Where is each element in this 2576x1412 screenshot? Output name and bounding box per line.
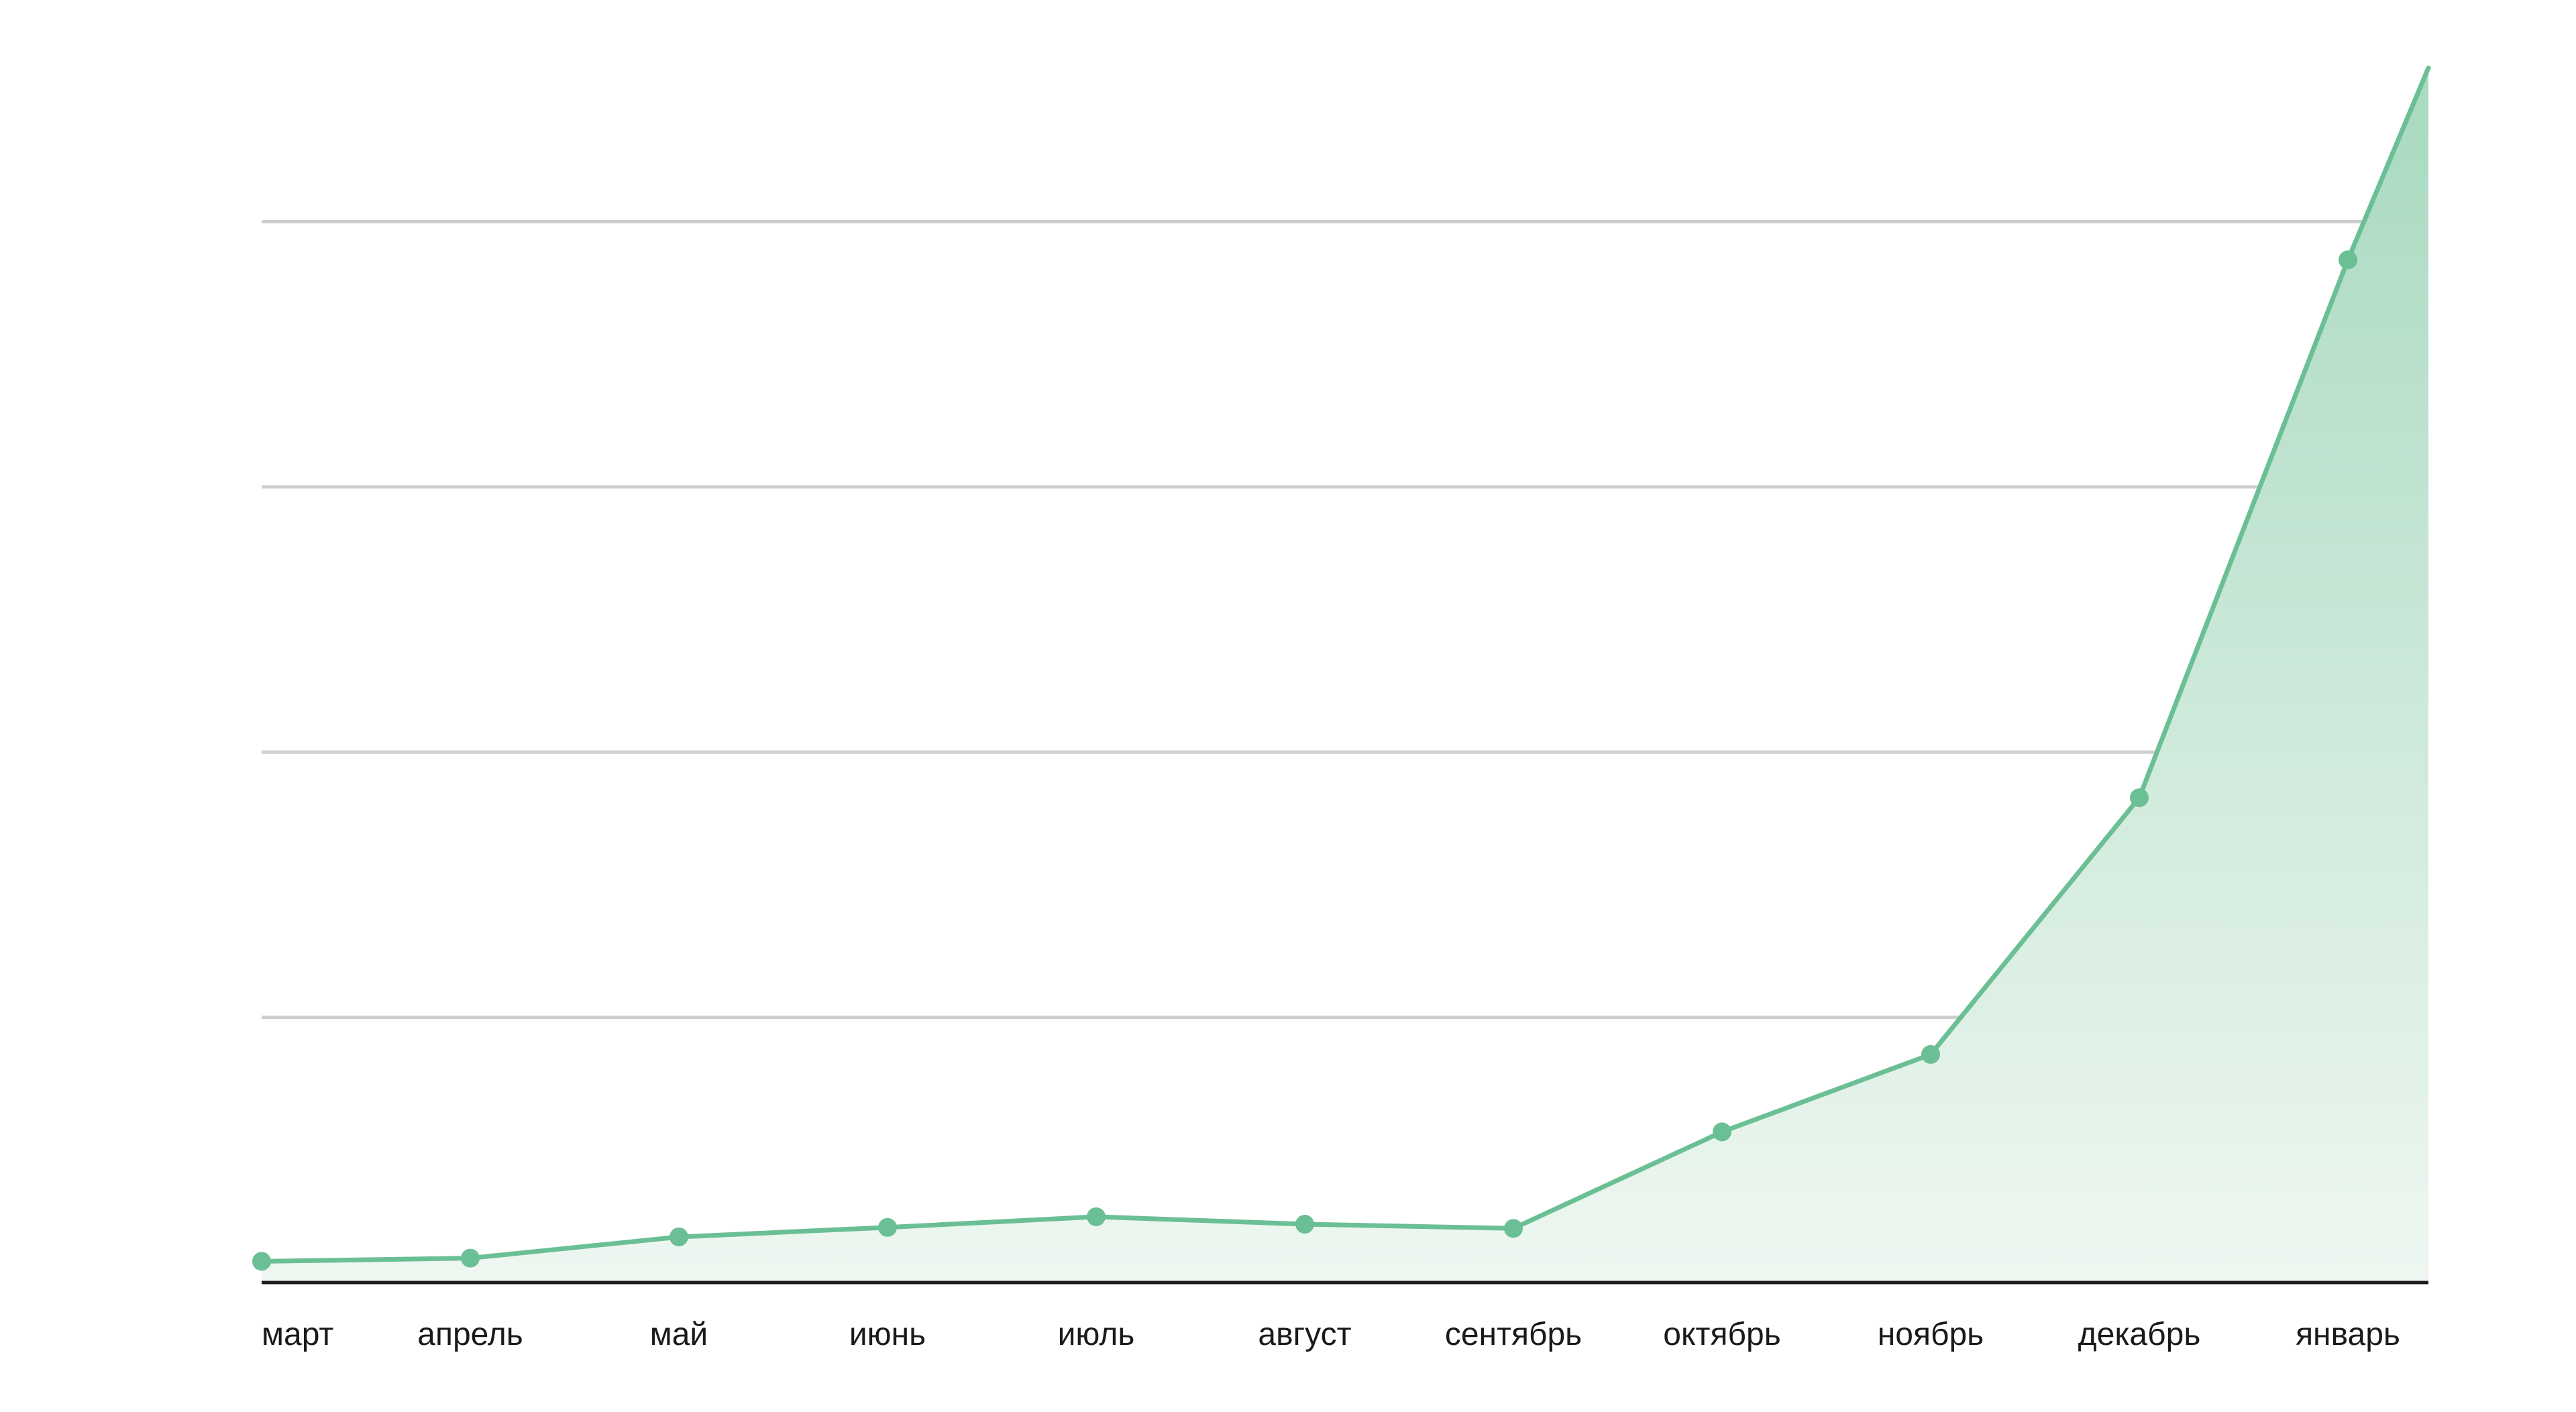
x-tick-label-6: сентябрь — [1445, 1317, 1582, 1352]
data-point-0 — [252, 1252, 271, 1271]
data-point-7 — [1713, 1122, 1731, 1142]
data-point-5 — [1295, 1215, 1314, 1234]
x-tick-labels: март апрель май июнь июль август сентябрь октяб… — [262, 1317, 2400, 1352]
data-point-1 — [461, 1248, 480, 1268]
x-tick-label-10: январь — [2296, 1317, 2400, 1352]
x-tick-label-1: апрель — [417, 1317, 523, 1352]
x-tick-label-2: май — [650, 1317, 708, 1352]
data-point-6 — [1504, 1219, 1523, 1238]
data-point-4 — [1087, 1207, 1106, 1226]
x-tick-label-9: декабрь — [2078, 1317, 2201, 1352]
x-tick-label-5: август — [1258, 1317, 1351, 1352]
x-tick-label-0: март — [262, 1317, 333, 1352]
x-tick-label-4: июль — [1058, 1317, 1135, 1352]
data-point-2 — [669, 1227, 688, 1246]
data-point-9 — [2130, 788, 2149, 808]
data-point-10 — [2339, 250, 2357, 270]
data-points — [252, 250, 2357, 1271]
series-area — [262, 68, 2428, 1283]
x-tick-label-8: ноябрь — [1878, 1317, 1984, 1352]
data-point-8 — [1921, 1044, 1940, 1064]
data-point-3 — [878, 1217, 897, 1237]
x-tick-label-7: октябрь — [1663, 1317, 1780, 1352]
x-tick-label-3: июнь — [849, 1317, 926, 1352]
series-line — [259, 65, 2431, 1264]
